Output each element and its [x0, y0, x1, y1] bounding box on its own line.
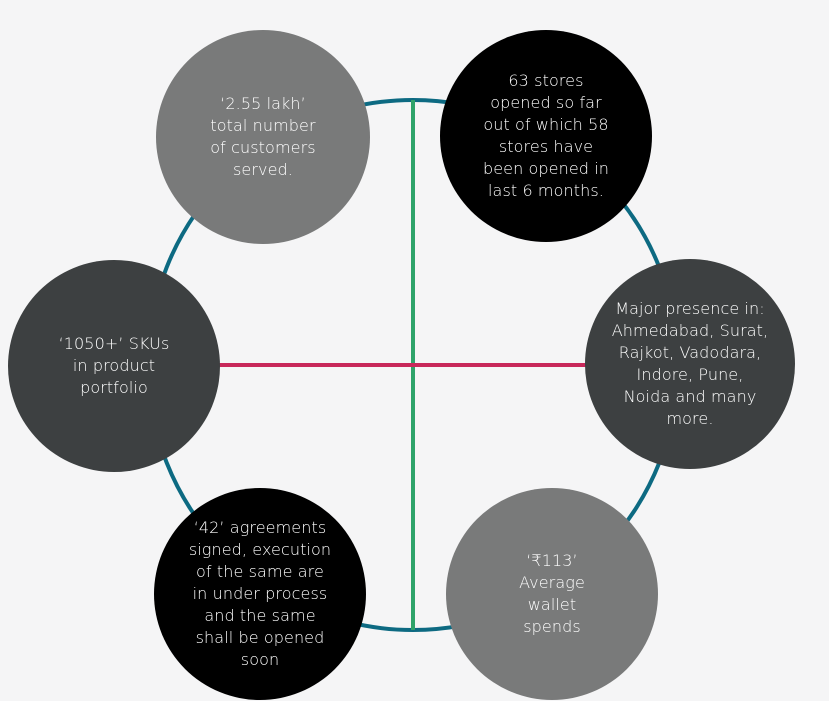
skus-node: ‘1050+’ SKUs in product portfolio [8, 260, 220, 472]
customers-served-node: ‘2.55 lakh’ total number of customers se… [156, 30, 370, 244]
major-presence-text: Major presence in: Ahmedabad, Surat, Raj… [611, 299, 769, 428]
major-presence-node: Major presence in: Ahmedabad, Surat, Raj… [585, 259, 795, 469]
stores-opened-node: 63 stores opened so far out of which 58 … [440, 30, 652, 242]
wallet-spends-text: ‘₹113’ Average wallet spends [519, 551, 585, 636]
agreements-text: ‘42’ agreements signed, execution of the… [188, 518, 332, 669]
skus-text: ‘1050+’ SKUs in product portfolio [58, 334, 170, 397]
customers-served-text: ‘2.55 lakh’ total number of customers se… [210, 94, 316, 179]
wallet-spends-node: ‘₹113’ Average wallet spends [446, 488, 658, 700]
stores-opened-text: 63 stores opened so far out of which 58 … [482, 71, 610, 200]
agreements-node: ‘42’ agreements signed, execution of the… [154, 488, 366, 700]
